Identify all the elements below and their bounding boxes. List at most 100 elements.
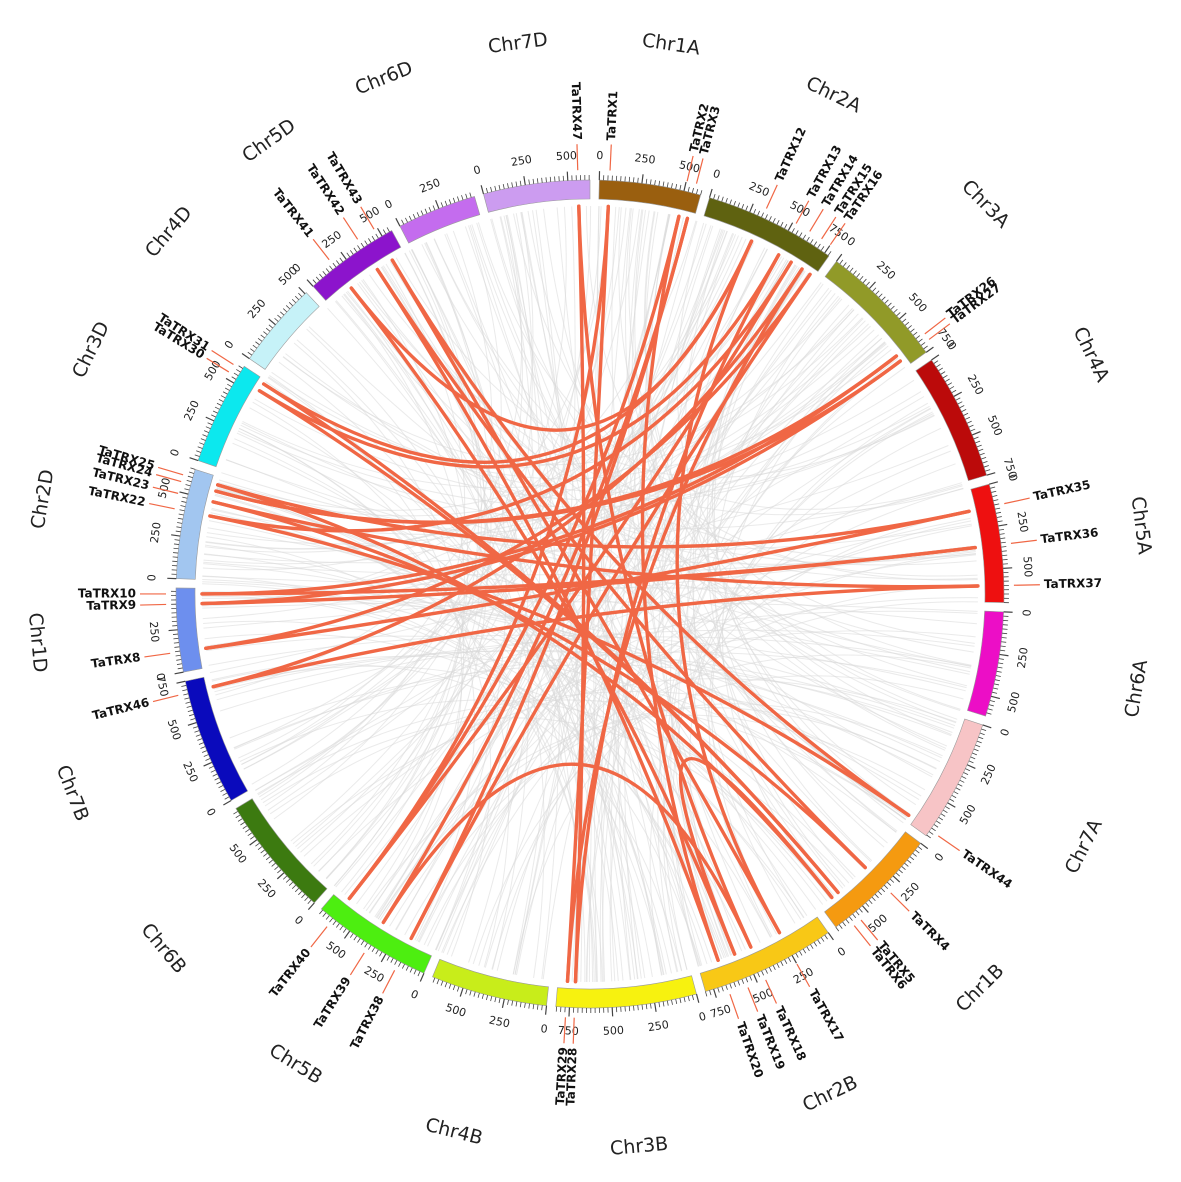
gene-label: TaTRX47 [569,82,585,141]
tick-mark [761,212,764,218]
tick-mark [810,944,814,949]
tick-mark [994,679,1001,682]
gene-label: TaTRX46 [91,695,151,722]
background-link [206,536,597,983]
tick-label: 0 [383,197,395,212]
gene-pair-link [257,253,781,469]
tick-mark [717,987,720,993]
tick-mark [235,814,241,819]
tick-mark [852,913,857,919]
tick-mark [260,849,265,854]
tick-mark [440,202,444,208]
tick-mark [199,442,205,445]
tick-mark [721,196,724,202]
gene-marker [1004,497,1030,505]
tick-mark [868,899,873,904]
tick-mark [938,816,944,821]
tick-mark [265,856,271,861]
tick-mark [768,966,772,972]
chromosome-ring [175,179,1005,1009]
gene-marker [686,155,694,182]
gene-marker [765,184,778,209]
tick-mark [390,958,394,963]
tick-mark [490,996,493,1002]
tick-mark [507,999,509,1005]
tick-label: 500 [1005,690,1023,714]
tick-mark [666,182,669,188]
tick-mark [435,199,440,209]
tick-mark [733,200,736,206]
tick-mark [268,859,273,864]
tick-mark [920,842,929,850]
gene-marker [609,144,612,171]
chromosome-band [312,230,402,301]
background-link [490,218,872,863]
tick-mark [940,813,946,817]
tick-mark [959,779,965,783]
background-link [350,288,639,980]
background-link [435,214,671,951]
tick-mark [938,367,944,371]
chromosome-band [699,916,829,992]
tick-label: 0 [835,944,848,959]
tick-mark [645,1004,648,1010]
tick-mark [285,878,291,883]
tick-mark [875,290,880,295]
tick-mark [953,791,959,795]
tick-mark [481,993,484,1000]
tick-mark [970,428,976,432]
tick-mark [315,276,320,281]
tick-mark [768,216,772,221]
tick-mark [713,988,717,998]
background-link [663,357,899,970]
gene-marker [310,926,328,948]
tick-mark [322,271,327,276]
tick-label: 0 [596,149,603,162]
chromosome-band [598,179,701,214]
tick-mark [865,902,870,907]
tick-mark [175,530,181,533]
tick-mark [325,915,330,920]
tick-mark [502,184,505,190]
gene-label: TaTRX28 [563,1047,579,1106]
tick-mark [238,365,244,369]
tick-mark [268,324,273,329]
tick-mark [332,262,337,268]
tick-mark [741,204,745,209]
tick-mark [729,199,732,205]
tick-mark [865,281,870,286]
tick-mark [263,331,268,335]
tick-mark [868,281,876,289]
tick-mark [218,399,224,403]
background-link [676,222,961,710]
tick-mark [398,962,402,967]
tick-mark [753,974,758,983]
tick-mark [991,490,997,493]
tick-mark [544,1005,548,1015]
background-link [434,366,906,951]
tick-mark [332,920,337,926]
tick-label: 500 [226,841,249,866]
tick-mark [469,990,472,996]
tick-mark [207,422,213,426]
tick-label: 250 [362,964,387,986]
tick-mark [802,948,807,954]
tick-mark [288,881,294,886]
tick-mark [687,186,690,192]
tick-mark [658,1002,661,1008]
tick-mark [912,853,917,857]
tick-mark [957,783,963,787]
tick-mark [945,806,950,810]
tick-mark [168,629,178,632]
tick-mark [772,218,776,223]
tick-mark [225,377,235,384]
tick-mark [880,887,886,893]
tick-mark [174,671,184,675]
chromosome-band [197,365,261,468]
tick-mark [650,1003,652,1009]
tick-mark [839,259,844,265]
tick-label: 500 [985,413,1005,437]
tick-mark [419,972,425,982]
tick-mark [947,382,953,386]
tick-mark [968,760,974,764]
